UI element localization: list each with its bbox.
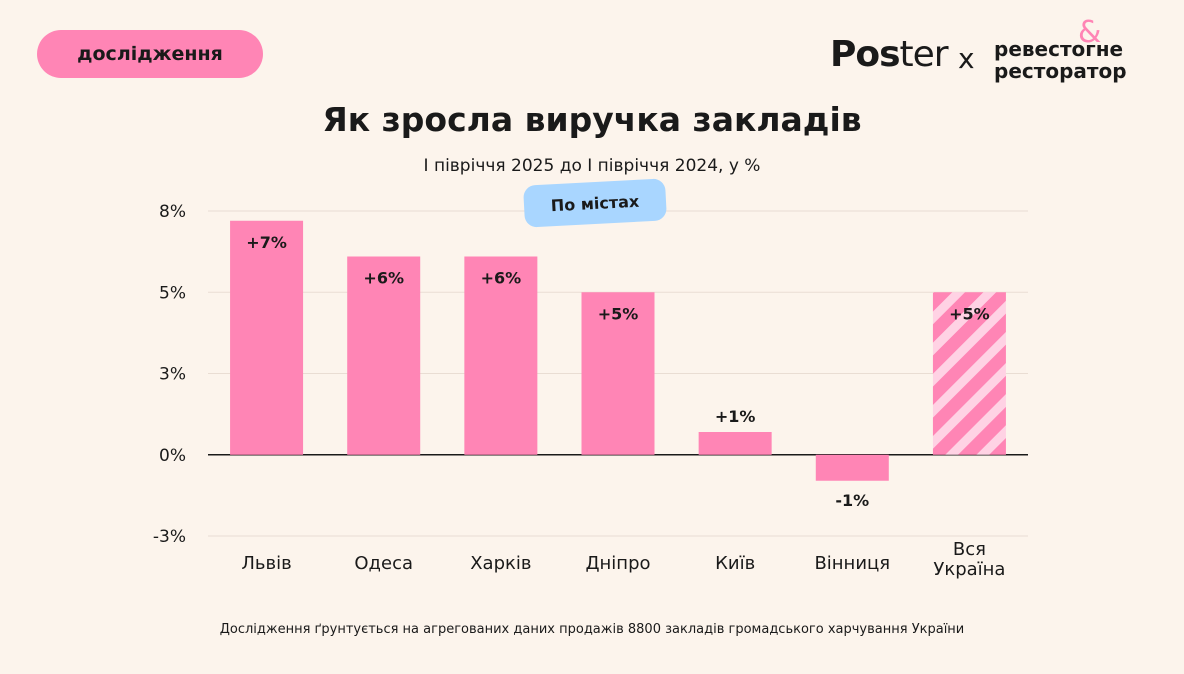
y-tick-label: 3% <box>159 365 186 385</box>
category-label: Харків <box>470 553 531 574</box>
category-label: Київ <box>715 553 755 574</box>
y-tick-label: 0% <box>159 446 186 466</box>
data-label: +5% <box>949 304 990 323</box>
category-label: Львів <box>241 553 291 574</box>
poster-logo-bold: Pos <box>830 34 901 75</box>
category-label: Дніпро <box>585 553 650 574</box>
bar-1 <box>230 220 304 455</box>
data-label: -1% <box>835 491 869 510</box>
partner-logo-line2: ресторатор <box>994 59 1127 83</box>
y-tick-label: -3% <box>153 527 186 547</box>
partner-logo: & ревестогне ресторатор <box>994 18 1164 83</box>
data-label: +1% <box>715 407 756 426</box>
partner-logo-line1: ревестогне <box>994 37 1124 61</box>
bar-5 <box>698 432 772 455</box>
data-label: +7% <box>246 233 287 252</box>
bar-2 <box>347 256 421 455</box>
partner-logo-ampersand: & <box>1078 15 1102 50</box>
filter-chip-by-cities: По містах <box>522 178 668 228</box>
data-label: +6% <box>363 269 404 288</box>
research-badge: дослідження <box>37 30 263 78</box>
category-label: Одеса <box>354 553 413 574</box>
chart-subtitle: І півріччя 2025 до І півріччя 2024, у % <box>423 156 761 176</box>
y-tick-label: 8% <box>159 202 186 222</box>
chart-title: Як зросла виручка закладів <box>322 100 862 139</box>
category-label: Вінниця <box>814 553 890 574</box>
bar-4 <box>581 292 655 455</box>
footnote: Дослідження ґрунтується на агрегованих д… <box>219 622 965 637</box>
bar-6 <box>815 454 889 481</box>
bar-7 <box>932 292 1006 455</box>
category-label: Вся <box>953 539 986 560</box>
poster-logo: Poster <box>830 34 949 75</box>
poster-logo-light: ter <box>899 34 949 75</box>
data-label: +5% <box>598 304 639 323</box>
data-label: +6% <box>481 269 522 288</box>
logo-separator: x <box>958 42 975 75</box>
category-label: Україна <box>933 559 1005 580</box>
bar-3 <box>464 256 538 455</box>
y-tick-label: 5% <box>159 283 186 303</box>
